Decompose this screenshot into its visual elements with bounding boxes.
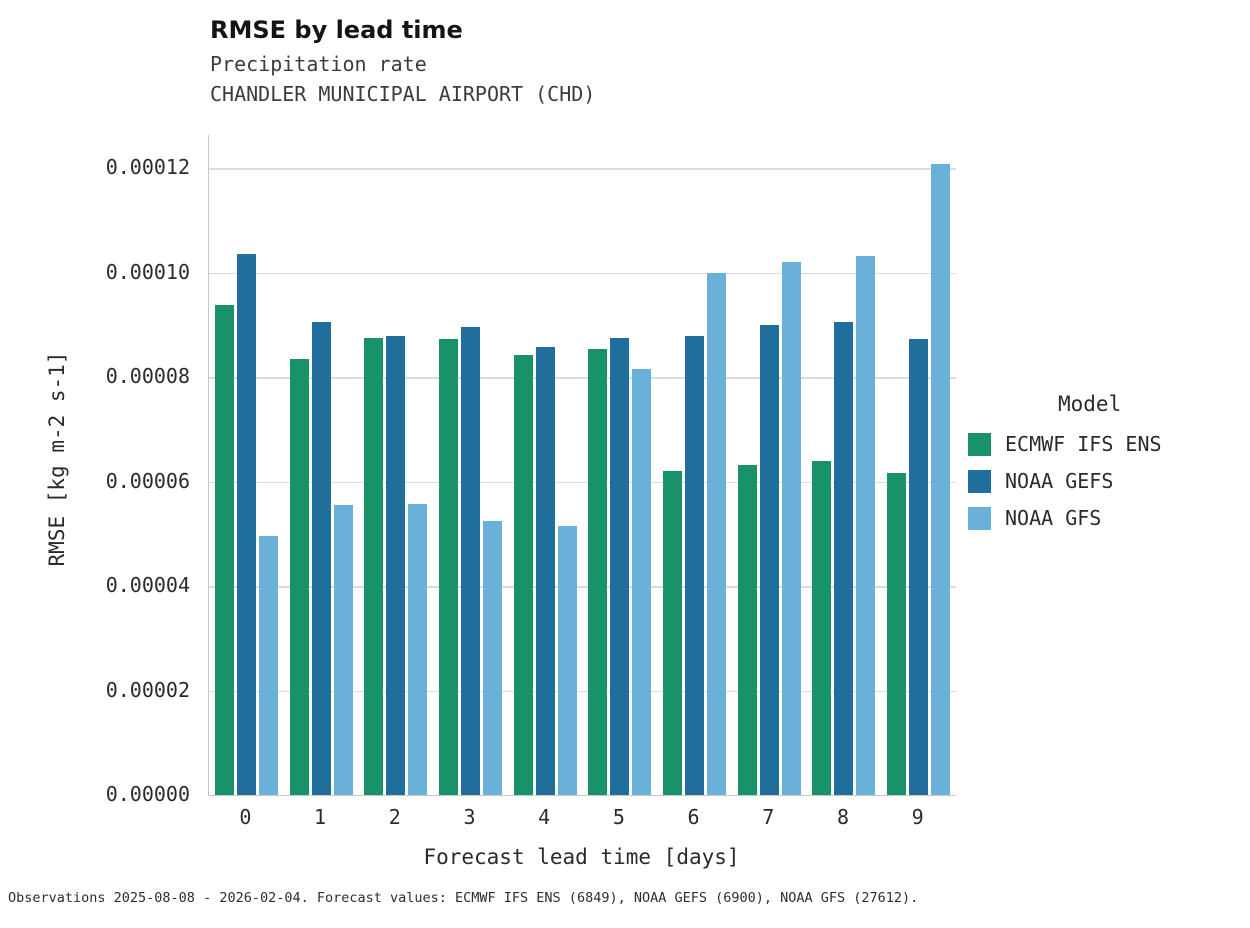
x-tick-label: 1	[314, 805, 327, 829]
bar-noaa-gfs-day-6	[707, 272, 727, 795]
legend-label: NOAA GEFS	[1005, 469, 1114, 493]
bar-ecmwf-ifs-ens-day-1	[289, 358, 309, 795]
legend-swatch-noaa-gfs	[968, 506, 991, 530]
bar-group-day-2	[358, 135, 433, 795]
bar-ecmwf-ifs-ens-day-3	[438, 338, 458, 795]
bar-noaa-gefs-day-3	[460, 327, 480, 795]
gridline	[209, 272, 956, 274]
gridline	[209, 586, 956, 588]
y-tick-label: 0.00004	[105, 573, 190, 597]
legend-swatch-noaa-gefs	[968, 469, 991, 493]
legend-label: NOAA GFS	[1005, 506, 1102, 530]
x-tick-label: 5	[612, 805, 625, 829]
legend-swatch-ecmwf-ifs-ens	[968, 432, 991, 456]
y-tick-label: 0.00006	[105, 468, 190, 493]
legend-item-ecmwf-ifs-ens: ECMWF IFS ENS	[968, 432, 1248, 456]
x-tick-label: 7	[762, 805, 775, 829]
bar-noaa-gefs-day-6	[685, 336, 705, 795]
bar-noaa-gefs-day-0	[236, 254, 256, 795]
y-tick-label: 0.00008	[105, 364, 190, 388]
bar-noaa-gefs-day-2	[386, 336, 406, 795]
bar-noaa-gfs-day-3	[482, 521, 502, 795]
gridline	[209, 377, 956, 379]
bar-group-day-8	[807, 135, 882, 795]
x-tick-label: 3	[463, 805, 476, 829]
y-tick-label: 0.00012	[105, 155, 190, 179]
legend-item-noaa-gfs: NOAA GFS	[968, 506, 1248, 530]
bar-group-day-9	[881, 135, 956, 795]
bar-noaa-gefs-day-1	[311, 322, 331, 795]
y-tick-label: 0.00000	[105, 782, 190, 806]
bar-ecmwf-ifs-ens-day-5	[588, 348, 608, 795]
bar-group-day-5	[583, 135, 658, 795]
bar-noaa-gfs-day-1	[333, 505, 353, 795]
bar-noaa-gfs-day-7	[781, 261, 801, 795]
bar-group-day-3	[433, 135, 508, 795]
bar-noaa-gfs-day-8	[856, 256, 876, 795]
bar-ecmwf-ifs-ens-day-7	[737, 464, 757, 795]
bar-group-day-1	[284, 135, 359, 795]
x-tick-label: 9	[911, 805, 924, 829]
legend-title: Model	[1058, 392, 1122, 416]
bars-container	[209, 135, 956, 795]
bar-ecmwf-ifs-ens-day-6	[663, 471, 683, 795]
bar-noaa-gfs-day-5	[632, 368, 652, 795]
legend-items: ECMWF IFS ENS NOAA GEFS NOAA GFS	[968, 432, 1248, 530]
chart-title: RMSE by lead time	[210, 16, 463, 44]
bar-noaa-gefs-day-8	[834, 321, 854, 795]
bar-noaa-gefs-day-7	[759, 324, 779, 795]
y-tick-label: 0.00010	[105, 259, 190, 284]
chart-subtitle-variable: Precipitation rate	[210, 52, 427, 76]
gridline	[209, 481, 956, 483]
chart-footnote: Observations 2025-08-08 - 2026-02-04. Fo…	[8, 890, 919, 906]
bar-group-day-6	[657, 135, 732, 795]
x-tick-label: 4	[538, 805, 551, 829]
bar-noaa-gfs-day-0	[258, 536, 278, 795]
bar-ecmwf-ifs-ens-day-0	[214, 304, 234, 795]
x-tick-label: 6	[687, 805, 700, 829]
bar-noaa-gefs-day-5	[610, 337, 630, 795]
gridline	[209, 690, 956, 692]
bar-group-day-4	[508, 135, 583, 795]
x-tick-label: 0	[239, 805, 252, 829]
legend: Model ECMWF IFS ENS NOAA GEFS NOAA GFS	[968, 392, 1248, 543]
bar-group-day-0	[209, 135, 284, 795]
legend-item-noaa-gefs: NOAA GEFS	[968, 469, 1248, 493]
bar-ecmwf-ifs-ens-day-4	[513, 355, 533, 795]
bar-noaa-gefs-day-9	[909, 339, 929, 795]
x-axis-label: Forecast lead time [days]	[423, 845, 740, 869]
legend-label: ECMWF IFS ENS	[1005, 432, 1162, 456]
x-axis-tick-labels: 0 1 2 3 4 5 6 7 8 9	[208, 805, 955, 829]
bar-noaa-gefs-day-4	[535, 346, 555, 795]
bar-ecmwf-ifs-ens-day-8	[812, 460, 832, 795]
bar-noaa-gfs-day-2	[408, 503, 428, 795]
gridline	[209, 168, 956, 170]
bar-ecmwf-ifs-ens-day-9	[887, 472, 907, 795]
plot-area	[208, 135, 956, 796]
bar-noaa-gfs-day-4	[557, 526, 577, 795]
y-tick-label: 0.00002	[105, 677, 190, 702]
bar-ecmwf-ifs-ens-day-2	[364, 337, 384, 795]
bar-noaa-gfs-day-9	[931, 163, 951, 795]
bar-group-day-7	[732, 135, 807, 795]
chart-subtitle-location: CHANDLER MUNICIPAL AIRPORT (CHD)	[210, 82, 596, 106]
x-tick-label: 8	[836, 805, 849, 829]
x-tick-label: 2	[388, 805, 401, 829]
